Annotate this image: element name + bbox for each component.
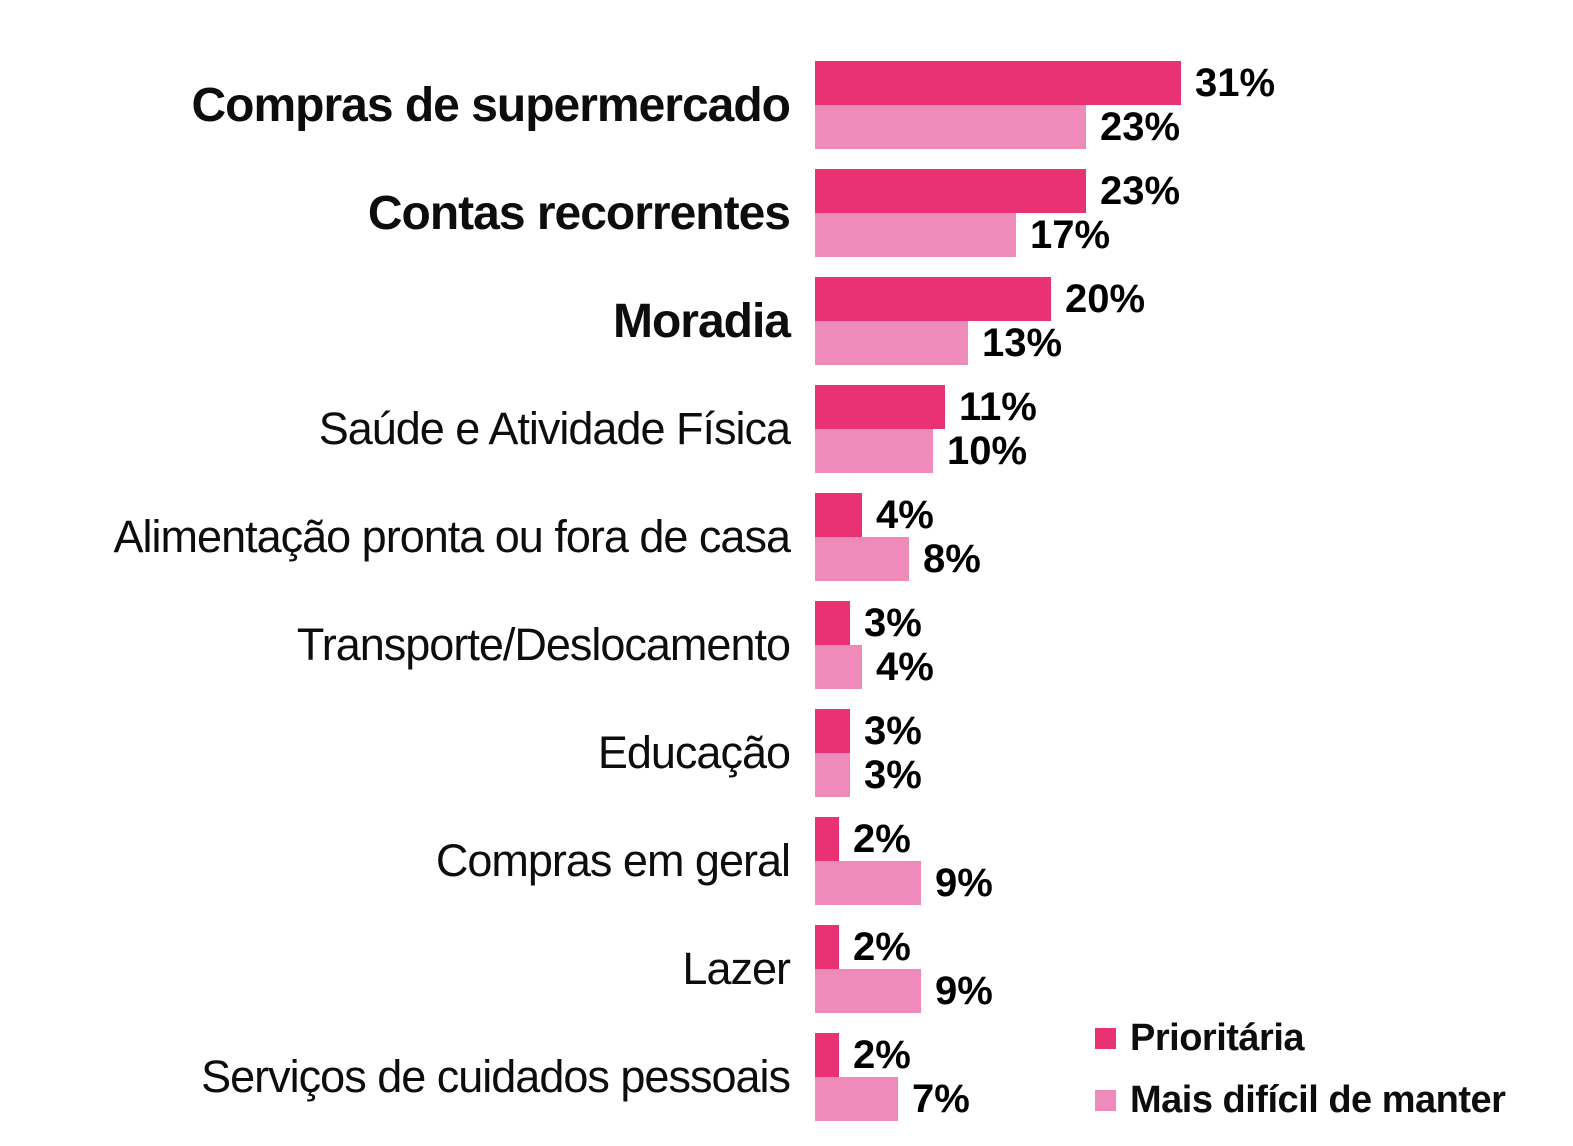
value-label: 2% bbox=[853, 1032, 911, 1077]
bar-mais-dificil bbox=[815, 429, 933, 473]
category-label: Transporte/Deslocamento bbox=[296, 619, 791, 670]
bar-prioritaria bbox=[815, 385, 945, 429]
bar-mais-dificil bbox=[815, 969, 921, 1013]
value-label: 9% bbox=[935, 860, 993, 905]
value-label: 3% bbox=[864, 752, 922, 797]
bar-prioritaria bbox=[815, 709, 850, 753]
chart-row: Compras em geral 2% 9% bbox=[0, 817, 1275, 905]
bar-mais-dificil bbox=[815, 1077, 898, 1121]
chart-row: Transporte/Deslocamento 3% 4% bbox=[0, 601, 1275, 689]
category-label: Lazer bbox=[682, 943, 791, 994]
legend-label-prioritaria: Prioritária bbox=[1130, 1016, 1305, 1059]
value-label: 4% bbox=[876, 644, 934, 689]
legend: Prioritária Mais difícil de manter bbox=[1095, 1016, 1506, 1122]
bar-mais-dificil bbox=[815, 537, 909, 581]
category-label: Compras em geral bbox=[435, 835, 791, 886]
chart-row: Moradia 20% 13% bbox=[0, 277, 1275, 365]
value-label: 23% bbox=[1100, 104, 1181, 149]
legend-item-prioritaria: Prioritária bbox=[1095, 1016, 1505, 1060]
value-label: 2% bbox=[853, 816, 911, 861]
value-label: 20% bbox=[1065, 276, 1146, 321]
bar-mais-dificil bbox=[815, 645, 862, 689]
category-label: Compras de supermercado bbox=[191, 78, 791, 132]
value-label: 23% bbox=[1100, 168, 1181, 213]
value-label: 17% bbox=[1030, 212, 1111, 257]
chart-row: Contas recorrentes 23% 17% bbox=[0, 169, 1275, 257]
chart-row: Saúde e Atividade Física 11% 10% bbox=[0, 385, 1275, 473]
value-label: 3% bbox=[864, 708, 922, 753]
bar-mais-dificil bbox=[815, 861, 921, 905]
bar-mais-dificil bbox=[815, 213, 1016, 257]
bar-mais-dificil bbox=[815, 321, 968, 365]
value-label: 9% bbox=[935, 968, 993, 1013]
chart-row: Lazer 2% 9% bbox=[0, 925, 1275, 1013]
legend-swatch-mais-dificil bbox=[1095, 1089, 1116, 1111]
bar-prioritaria bbox=[815, 169, 1086, 213]
value-label: 2% bbox=[853, 924, 911, 969]
value-label: 13% bbox=[982, 320, 1063, 365]
value-label: 31% bbox=[1195, 60, 1276, 105]
bar-prioritaria bbox=[815, 493, 862, 537]
bar-mais-dificil bbox=[815, 753, 850, 797]
value-label: 3% bbox=[864, 600, 922, 645]
value-label: 7% bbox=[912, 1076, 970, 1121]
category-label: Serviços de cuidados pessoais bbox=[201, 1051, 791, 1102]
legend-label-mais-dificil: Mais difícil de manter bbox=[1130, 1078, 1506, 1121]
legend-swatch-prioritaria bbox=[1095, 1027, 1116, 1049]
category-label: Contas recorrentes bbox=[367, 186, 791, 240]
bar-prioritaria bbox=[815, 1033, 839, 1077]
chart-row: Compras de supermercado 31% 23% bbox=[0, 61, 1275, 149]
value-label: 4% bbox=[876, 492, 934, 537]
bar-prioritaria bbox=[815, 61, 1181, 105]
chart-rows: Compras de supermercado 31% 23% Contas reco… bbox=[0, 61, 1275, 1121]
chart-row: Serviços de cuidados pessoais 2% 7% bbox=[0, 1033, 1275, 1121]
value-label: 8% bbox=[923, 536, 981, 581]
category-label: Moradia bbox=[612, 294, 791, 348]
chart-row: Educação 3% 3% bbox=[0, 709, 1275, 797]
chart-row: Alimentação pronta ou fora de casa 4% 8% bbox=[0, 493, 1275, 581]
value-label: 10% bbox=[947, 428, 1028, 473]
bar-mais-dificil bbox=[815, 105, 1086, 149]
category-label: Saúde e Atividade Física bbox=[318, 403, 791, 454]
bar-prioritaria bbox=[815, 925, 839, 969]
bar-prioritaria bbox=[815, 817, 839, 861]
category-label: Alimentação pronta ou fora de casa bbox=[113, 511, 791, 562]
legend-item-mais-dificil: Mais difícil de manter bbox=[1095, 1078, 1506, 1122]
category-label: Educação bbox=[597, 727, 791, 778]
bar-prioritaria bbox=[815, 601, 850, 645]
value-label: 11% bbox=[959, 384, 1037, 429]
bar-prioritaria bbox=[815, 277, 1051, 321]
